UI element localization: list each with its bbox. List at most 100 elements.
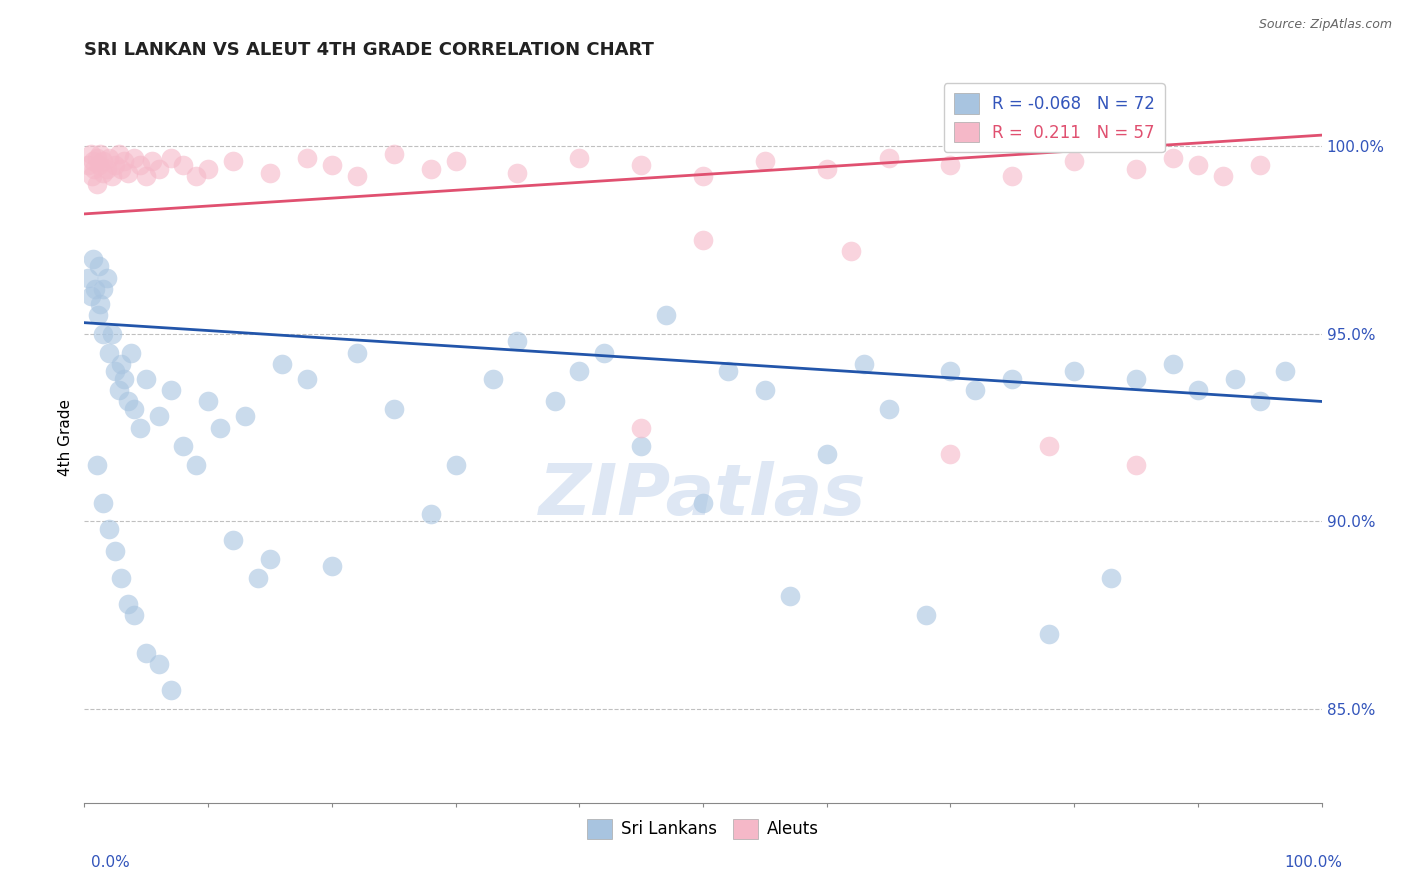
Point [321,158,343,172]
Point [84,282,107,296]
Point [117,394,139,409]
Point [91,166,114,180]
Point [692,496,714,510]
Point [148,161,170,176]
Point [259,166,281,180]
Point [172,440,194,454]
Point [83,161,105,176]
Point [965,383,987,397]
Text: ZIPatlas: ZIPatlas [540,461,866,530]
Point [184,458,207,473]
Point [877,151,900,165]
Point [222,533,245,548]
Point [98,151,121,165]
Point [1223,372,1246,386]
Point [104,364,127,378]
Point [79,289,101,303]
Point [112,372,135,386]
Point [86,458,108,473]
Point [135,169,157,184]
Point [877,401,900,416]
Point [112,154,135,169]
Point [160,383,183,397]
Point [1249,394,1271,409]
Point [110,161,132,176]
Point [382,401,405,416]
Point [717,364,740,378]
Point [1187,383,1209,397]
Point [630,420,652,434]
Point [630,440,652,454]
Point [77,270,100,285]
Point [98,345,121,359]
Point [1187,158,1209,172]
Point [222,154,245,169]
Point [568,364,591,378]
Point [382,147,405,161]
Point [86,151,108,165]
Point [1001,169,1024,184]
Point [117,597,139,611]
Point [754,383,776,397]
Point [110,357,132,371]
Point [259,552,281,566]
Point [444,458,467,473]
Point [197,161,219,176]
Point [129,158,152,172]
Point [543,394,565,409]
Point [346,345,368,359]
Point [779,590,801,604]
Point [100,169,122,184]
Point [419,507,441,521]
Point [96,161,118,176]
Point [568,151,591,165]
Point [481,372,503,386]
Point [444,154,467,169]
Point [82,154,104,169]
Point [630,158,652,172]
Point [86,177,108,191]
Point [852,357,875,371]
Point [1038,627,1060,641]
Point [815,447,838,461]
Text: SRI LANKAN VS ALEUT 4TH GRADE CORRELATION CHART: SRI LANKAN VS ALEUT 4TH GRADE CORRELATIO… [84,41,654,59]
Point [122,151,145,165]
Text: 100.0%: 100.0% [1285,855,1343,870]
Point [122,608,145,623]
Point [1125,372,1147,386]
Point [1038,440,1060,454]
Point [77,158,100,172]
Point [346,169,368,184]
Point [160,151,183,165]
Point [1161,151,1184,165]
Point [79,147,101,161]
Point [80,169,103,184]
Legend: Sri Lankans, Aleuts: Sri Lankans, Aleuts [581,812,825,846]
Point [1212,169,1234,184]
Point [91,326,114,341]
Point [1161,357,1184,371]
Point [295,151,318,165]
Point [1099,571,1122,585]
Point [89,147,111,161]
Point [108,147,131,161]
Point [233,409,256,424]
Point [89,260,111,274]
Point [91,496,114,510]
Point [593,345,616,359]
Point [120,345,142,359]
Point [148,409,170,424]
Point [939,364,962,378]
Point [135,372,157,386]
Point [246,571,269,585]
Text: Source: ZipAtlas.com: Source: ZipAtlas.com [1258,18,1392,31]
Point [209,420,232,434]
Point [1274,364,1296,378]
Point [96,270,118,285]
Point [82,252,104,266]
Point [108,383,131,397]
Point [1063,364,1085,378]
Point [89,297,111,311]
Point [506,166,529,180]
Point [135,646,157,660]
